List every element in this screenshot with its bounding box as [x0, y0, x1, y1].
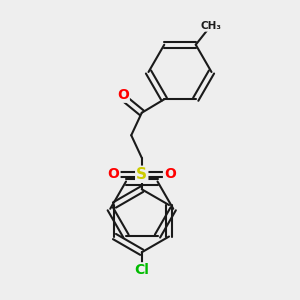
- Text: Cl: Cl: [134, 263, 149, 277]
- Text: O: O: [117, 88, 129, 102]
- Text: O: O: [164, 167, 176, 181]
- Text: CH₃: CH₃: [200, 21, 221, 31]
- Text: O: O: [108, 167, 119, 181]
- Text: S: S: [136, 167, 147, 182]
